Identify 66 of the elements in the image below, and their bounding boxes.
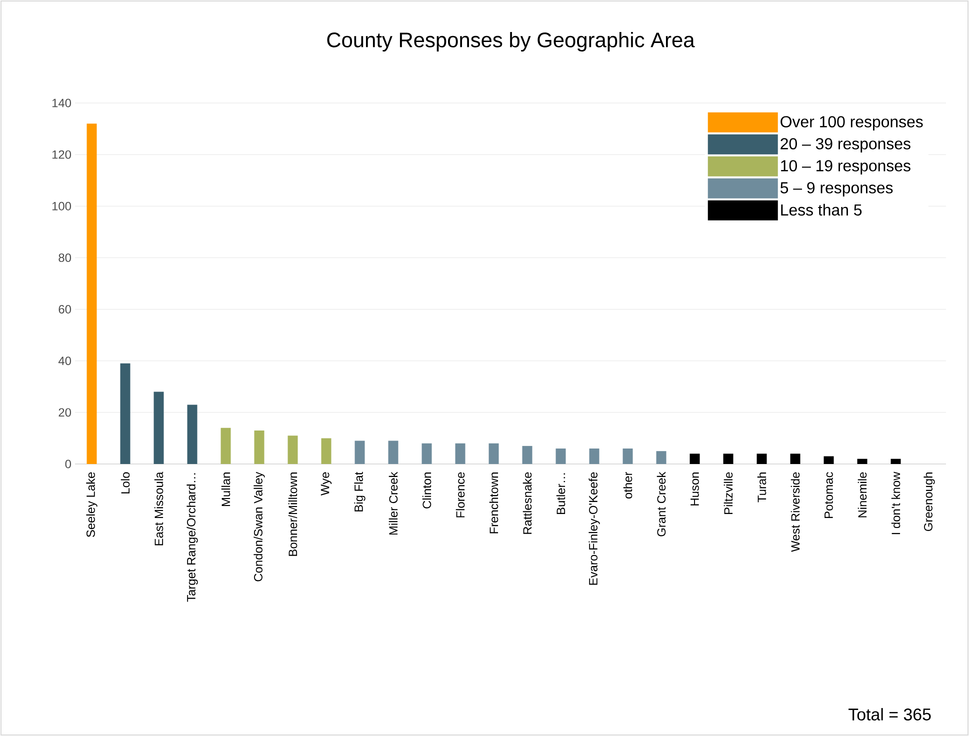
y-tick-label: 40 bbox=[58, 356, 72, 366]
x-tick-label: West Riverside bbox=[790, 472, 800, 552]
x-tick-label: Mullan bbox=[221, 472, 230, 506]
x-tick-label: Grant Creek bbox=[656, 472, 666, 536]
bar bbox=[824, 456, 834, 464]
x-tick-label: Greenough bbox=[924, 472, 935, 531]
bar bbox=[690, 454, 700, 464]
bar bbox=[288, 436, 298, 464]
x-tick-label: Potomac bbox=[824, 472, 833, 518]
bar bbox=[857, 458, 868, 464]
y-tick-label: 100 bbox=[52, 202, 72, 210]
bar bbox=[622, 448, 633, 464]
x-tick-label: Target Range/Orchard… bbox=[186, 473, 198, 602]
bar bbox=[154, 392, 164, 464]
bar bbox=[455, 443, 466, 464]
x-tick-label: Florence bbox=[456, 472, 465, 518]
y-tick-label: 20 bbox=[58, 408, 72, 417]
bar bbox=[86, 124, 97, 464]
bar bbox=[723, 454, 734, 464]
x-tick-label: other bbox=[623, 472, 632, 499]
x-tick-label: East Missoula bbox=[154, 472, 164, 546]
legend-label: Less than 5 bbox=[781, 204, 862, 216]
x-tick-label: Big Flat bbox=[354, 472, 366, 512]
bar bbox=[354, 440, 365, 464]
bar bbox=[422, 443, 432, 464]
bar bbox=[388, 440, 398, 464]
y-tick-label: 60 bbox=[58, 305, 72, 314]
bar bbox=[187, 404, 198, 464]
x-tick-label: Turah bbox=[757, 472, 766, 502]
text: Total = 365 bbox=[848, 708, 931, 720]
x-tick-label: Clinton bbox=[422, 472, 432, 508]
x-tick-label: Lolo bbox=[120, 472, 130, 494]
bar bbox=[220, 428, 231, 464]
x-tick-label: Butler… bbox=[556, 473, 566, 514]
legend-label: Over 100 responses bbox=[780, 116, 923, 131]
x-tick-label: Wye bbox=[320, 472, 332, 496]
x-tick-label: Evaro-Finley-O'Keefe bbox=[588, 472, 600, 585]
bar bbox=[120, 363, 130, 464]
x-tick-label: I don't know bbox=[891, 472, 900, 534]
legend-label: 20 – 39 responses bbox=[780, 138, 910, 153]
x-tick-label: Frenchtown bbox=[489, 472, 498, 534]
bar bbox=[488, 443, 499, 464]
x-tick-label: Rattlesnake bbox=[522, 472, 532, 534]
bar bbox=[522, 446, 532, 464]
bar bbox=[254, 430, 264, 464]
bar bbox=[556, 448, 566, 464]
x-tick-label: Piltzville bbox=[724, 472, 733, 514]
chart-title: County Responses by Geographic Area bbox=[327, 32, 695, 52]
bar bbox=[321, 438, 332, 464]
bar bbox=[790, 454, 800, 464]
bar bbox=[656, 451, 666, 464]
y-tick-label: 0 bbox=[65, 460, 72, 468]
bar bbox=[756, 454, 767, 464]
bar bbox=[890, 458, 901, 464]
y-tick-label: 80 bbox=[58, 253, 72, 262]
y-tick-label: 140 bbox=[52, 98, 72, 108]
legend-label: 10 – 19 responses bbox=[781, 160, 910, 175]
x-tick-label: Miller Creek bbox=[388, 472, 398, 535]
x-tick-label: Ninemile bbox=[858, 472, 867, 518]
x-tick-label: Bonner/Milltown bbox=[288, 472, 298, 556]
legend-label: 5 – 9 responses bbox=[780, 182, 893, 197]
x-tick-label: Seeley Lake bbox=[86, 472, 98, 538]
y-tick-label: 120 bbox=[52, 150, 72, 159]
x-tick-label: Huson bbox=[690, 472, 699, 506]
x-tick-label: Condon/Swan Valley bbox=[254, 472, 265, 582]
bar bbox=[589, 448, 600, 464]
